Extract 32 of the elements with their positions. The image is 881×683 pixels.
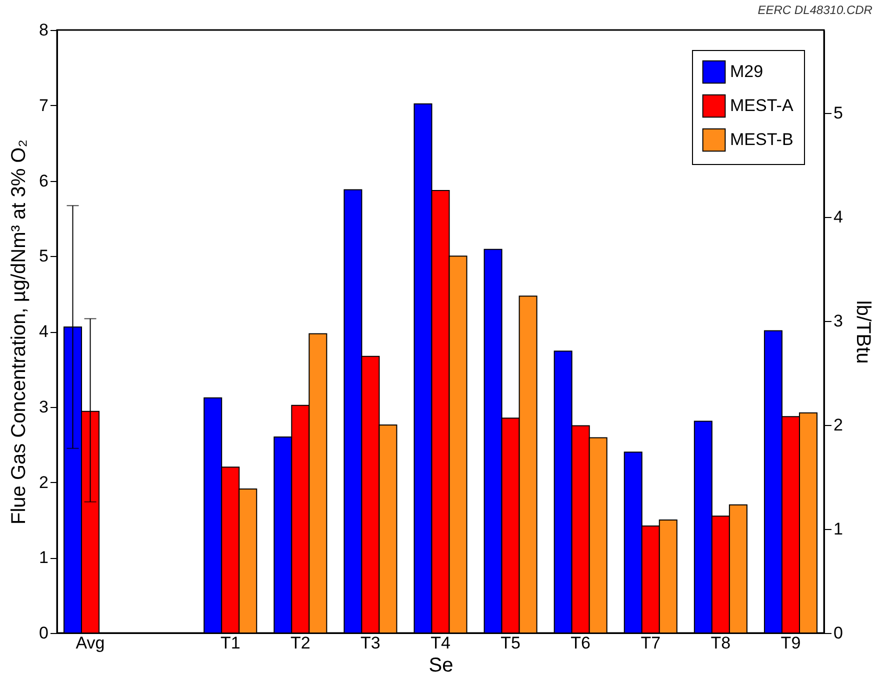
x-tick-label: T3 (360, 634, 380, 652)
x-tick-label: T7 (640, 634, 661, 652)
y2-tick-label: 0 (834, 624, 843, 642)
x-tick-label: T6 (570, 634, 591, 652)
y2-tick-label: 3 (834, 312, 843, 331)
y-tick-label: 7 (39, 96, 48, 115)
legend-label: MEST-A (730, 96, 794, 115)
y-tick-label: 3 (39, 397, 48, 416)
x-tick-label: T5 (500, 634, 520, 652)
x-tick-label: T2 (290, 634, 310, 652)
y2-tick-label: 4 (834, 208, 843, 227)
y-tick-label: 5 (39, 246, 48, 266)
x-tick-label: T4 (430, 634, 450, 652)
y2-tick-label: 5 (834, 104, 843, 123)
x-tick-label: T9 (780, 634, 801, 652)
y-tick-label: 2 (39, 472, 48, 492)
y-tick-label: 6 (39, 171, 48, 190)
y2-tick-label: 1 (834, 520, 843, 539)
x-tick-label: T8 (710, 634, 731, 652)
x-tick-label: Avg (76, 634, 105, 652)
y-axis-title: Flue Gas Concentration, µg/dNm³ at 3% O₂ (8, 140, 30, 524)
y-tick-label: 4 (39, 322, 48, 341)
y2-axis-title: lb/TBtu (852, 300, 874, 364)
x-tick-label: T1 (220, 634, 240, 652)
legend-label: M29 (730, 62, 764, 81)
text: EERC DL48310.CDR (758, 3, 873, 17)
y-tick-label: 8 (39, 20, 48, 40)
y2-tick-label: 2 (834, 416, 843, 435)
y-tick-label: 0 (39, 624, 48, 642)
x-axis-title: Se (428, 654, 454, 676)
legend-label: MEST-B (730, 130, 794, 149)
y-tick-label: 1 (39, 548, 48, 568)
